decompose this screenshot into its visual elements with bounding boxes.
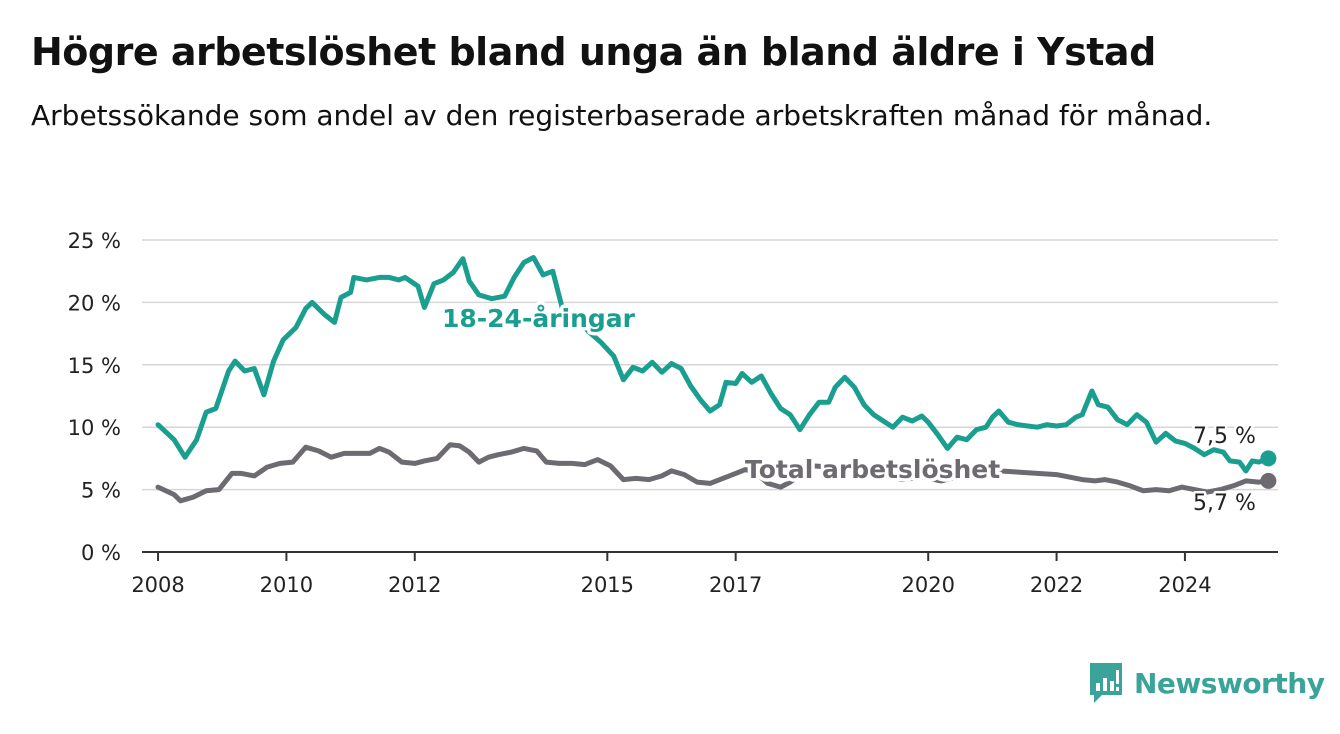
series-lines: [155, 255, 1271, 504]
y-gridlines: [142, 239, 1278, 491]
newsworthy-chart-icon: [1090, 663, 1122, 703]
y-tick-label: 5 %: [81, 479, 121, 503]
end-value-total: 5,7 %: [1193, 491, 1256, 516]
x-axis: 2008 2010 2012 2015 2017 2020 2022 2024: [131, 551, 1278, 597]
x-tick-label: 2015: [581, 573, 634, 597]
series-line-total: [155, 442, 1271, 504]
x-tick-label: 2008: [131, 573, 184, 597]
y-tick-label: 10 %: [68, 416, 121, 440]
series-line-youth: [155, 255, 1271, 474]
x-tick-label: 2020: [901, 573, 954, 597]
y-tick-label: 25 %: [68, 229, 121, 253]
series-label-total: Total arbetslöshet: [745, 455, 1000, 484]
newsworthy-logo: Newsworthy: [1088, 660, 1325, 706]
y-tick-label: 15 %: [68, 354, 121, 378]
x-tick-label: 2024: [1158, 573, 1211, 597]
x-tick-label: 2017: [709, 573, 762, 597]
y-tick-label: 0 %: [81, 541, 121, 565]
end-marker-total: [1260, 472, 1277, 489]
x-tick-label: 2010: [260, 573, 313, 597]
brand-name: Newsworthy: [1134, 666, 1325, 700]
chart-subtitle: Arbetssökande som andel av den registerb…: [31, 99, 1213, 132]
y-axis-labels: 0 % 5 % 10 % 15 % 20 % 25 %: [68, 229, 121, 565]
series-label-youth: 18-24-åringar: [442, 304, 636, 333]
end-markers: [1260, 450, 1277, 489]
end-value-youth: 7,5 %: [1193, 424, 1256, 449]
y-tick-label: 20 %: [68, 291, 121, 315]
end-marker-youth: [1260, 450, 1277, 467]
x-tick-label: 2012: [388, 573, 441, 597]
x-tick-label: 2022: [1030, 573, 1083, 597]
chart-title: Högre arbetslöshet bland unga än bland ä…: [31, 30, 1156, 74]
